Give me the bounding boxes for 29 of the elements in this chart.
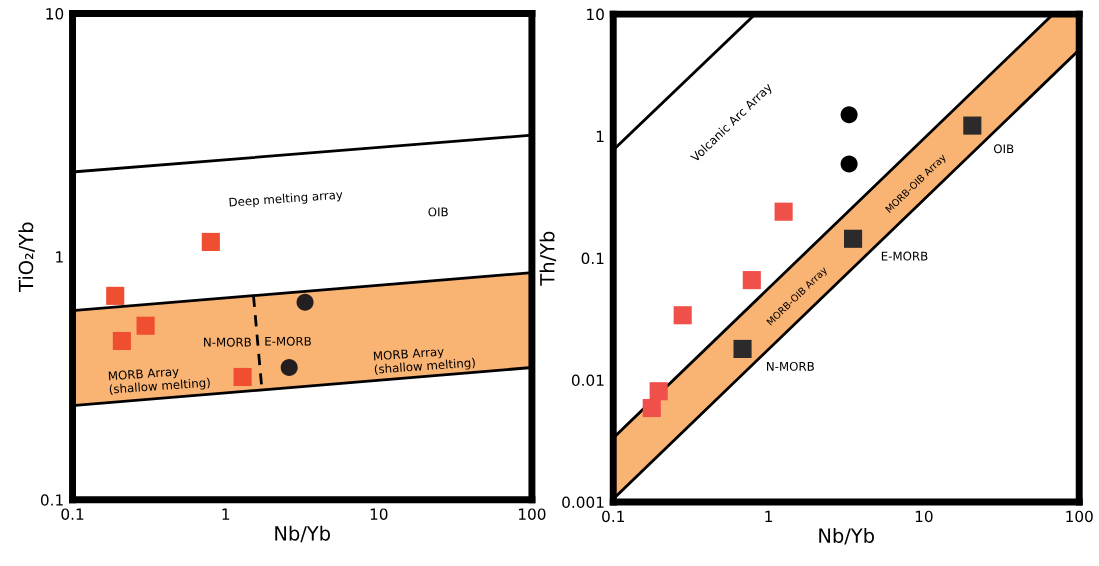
y-tick-label: 0.1: [581, 252, 604, 265]
x-tick-label: 100: [1066, 510, 1093, 523]
x-axis-title: Nb/Yb: [275, 525, 330, 543]
x-tick-label: 1: [222, 508, 230, 520]
x-tick-label: 1: [765, 510, 773, 522]
y-axis-title: TiO₂/Yb: [18, 222, 35, 293]
annotation: Deep melting array: [229, 189, 343, 209]
y-tick-label: 0.001: [562, 496, 604, 509]
x-tick-label: 0.1: [602, 510, 624, 523]
annotation: E-MORB: [265, 336, 311, 346]
y-tick-label: 0.1: [40, 494, 63, 506]
x-axis-title: Nb/Yb: [819, 527, 874, 545]
annotation: OIB: [428, 207, 448, 217]
x-tick-label: 0.1: [61, 508, 84, 520]
x-tick-label: 10: [915, 510, 933, 523]
annotation: N-MORB: [767, 361, 814, 371]
y-tick-label: 0.01: [571, 374, 604, 387]
y-tick-label: 10: [46, 8, 64, 20]
annotation: E-MORB: [881, 251, 928, 261]
y-tick-label: 10: [587, 8, 604, 21]
annotation: MORB Array (shallow melting): [108, 366, 211, 396]
annotation: MORB Array (shallow melting): [373, 346, 476, 377]
annotation: N-MORB: [204, 337, 251, 347]
x-tick-label: 10: [370, 508, 388, 520]
y-tick-label: 1: [596, 130, 604, 142]
x-tick-label: 100: [519, 508, 546, 520]
annotation: OIB: [993, 144, 1014, 154]
y-tick-label: 1: [56, 251, 63, 263]
y-axis-title: Th/Yb: [539, 231, 557, 286]
